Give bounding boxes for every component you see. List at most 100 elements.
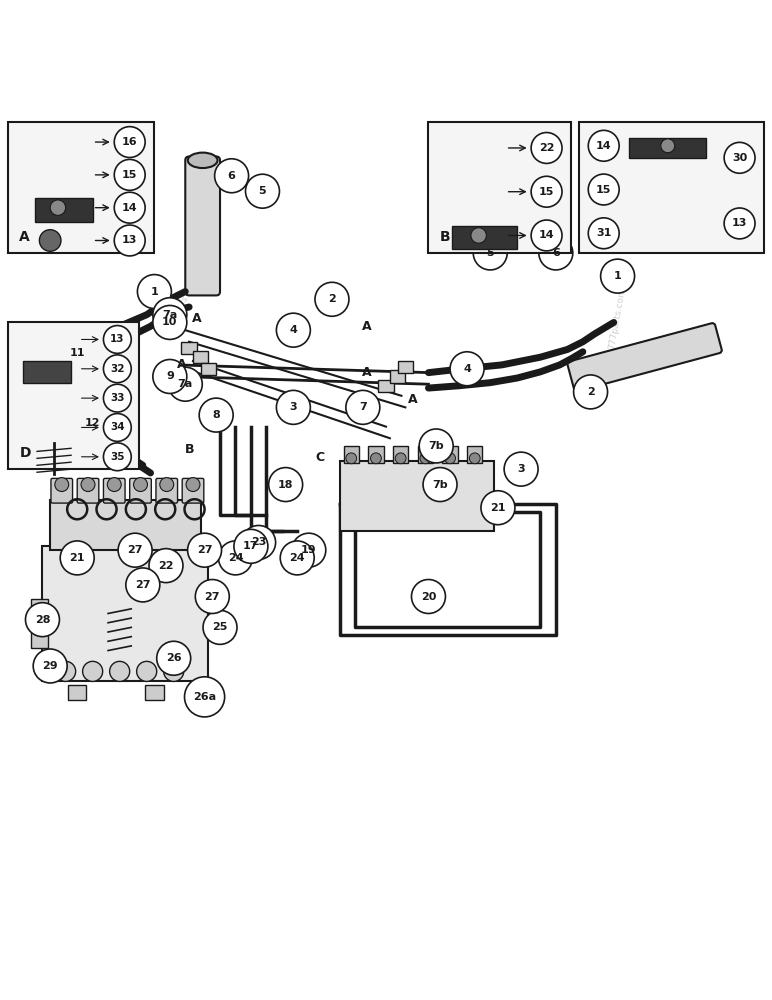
Text: 27: 27 bbox=[197, 545, 212, 555]
Circle shape bbox=[126, 568, 160, 602]
Circle shape bbox=[420, 453, 431, 464]
Text: 25: 25 bbox=[212, 622, 228, 632]
Circle shape bbox=[395, 453, 406, 464]
Text: 3: 3 bbox=[517, 464, 525, 474]
Text: 15: 15 bbox=[596, 185, 611, 195]
Circle shape bbox=[83, 661, 103, 681]
Circle shape bbox=[110, 661, 130, 681]
Text: 33: 33 bbox=[110, 393, 124, 403]
FancyBboxPatch shape bbox=[68, 685, 86, 700]
Text: C: C bbox=[591, 230, 601, 244]
Circle shape bbox=[199, 398, 233, 432]
Text: 3: 3 bbox=[290, 402, 297, 412]
Text: 4: 4 bbox=[463, 364, 471, 374]
Circle shape bbox=[346, 390, 380, 424]
Text: 7b: 7b bbox=[432, 480, 448, 490]
Circle shape bbox=[234, 529, 268, 563]
Text: 18: 18 bbox=[278, 480, 293, 490]
Text: B: B bbox=[185, 443, 194, 456]
FancyBboxPatch shape bbox=[31, 599, 48, 617]
Text: 20: 20 bbox=[421, 591, 436, 601]
Text: 1: 1 bbox=[151, 287, 158, 297]
Text: 14: 14 bbox=[596, 141, 611, 151]
FancyBboxPatch shape bbox=[181, 342, 197, 354]
Text: 7: 7 bbox=[359, 402, 367, 412]
Circle shape bbox=[153, 359, 187, 393]
Text: 777parts.com: 777parts.com bbox=[158, 276, 205, 331]
Text: A: A bbox=[362, 320, 371, 333]
Circle shape bbox=[39, 230, 61, 251]
FancyBboxPatch shape bbox=[8, 322, 139, 469]
Circle shape bbox=[292, 533, 326, 567]
Text: 5: 5 bbox=[259, 186, 266, 196]
Text: 27: 27 bbox=[135, 580, 151, 590]
Circle shape bbox=[276, 390, 310, 424]
Circle shape bbox=[33, 649, 67, 683]
Circle shape bbox=[157, 641, 191, 675]
FancyBboxPatch shape bbox=[418, 446, 433, 463]
Circle shape bbox=[103, 384, 131, 412]
Circle shape bbox=[103, 355, 131, 383]
Circle shape bbox=[103, 443, 131, 471]
Text: 10: 10 bbox=[162, 317, 178, 327]
Circle shape bbox=[661, 139, 675, 153]
Circle shape bbox=[218, 541, 252, 575]
Circle shape bbox=[471, 228, 486, 243]
Text: 28: 28 bbox=[35, 615, 50, 625]
FancyBboxPatch shape bbox=[452, 226, 517, 249]
Circle shape bbox=[137, 661, 157, 681]
Text: 7a: 7a bbox=[162, 310, 178, 320]
FancyBboxPatch shape bbox=[35, 198, 93, 222]
Circle shape bbox=[50, 200, 66, 215]
Text: 23: 23 bbox=[251, 537, 266, 547]
Text: A: A bbox=[19, 230, 30, 244]
Text: 22: 22 bbox=[539, 143, 554, 153]
Text: 13: 13 bbox=[110, 334, 124, 344]
Circle shape bbox=[114, 192, 145, 223]
Text: 19: 19 bbox=[301, 545, 317, 555]
Circle shape bbox=[481, 491, 515, 525]
Circle shape bbox=[114, 159, 145, 190]
FancyBboxPatch shape bbox=[340, 461, 494, 531]
FancyBboxPatch shape bbox=[23, 361, 71, 383]
Text: 6: 6 bbox=[552, 248, 560, 258]
Circle shape bbox=[315, 282, 349, 316]
Text: 16: 16 bbox=[122, 137, 137, 147]
Circle shape bbox=[601, 259, 635, 293]
Text: 11: 11 bbox=[69, 348, 85, 358]
Text: 30: 30 bbox=[732, 153, 747, 163]
Circle shape bbox=[245, 174, 279, 208]
FancyBboxPatch shape bbox=[77, 478, 99, 503]
Text: A: A bbox=[177, 358, 186, 371]
Circle shape bbox=[168, 367, 202, 401]
Circle shape bbox=[215, 159, 249, 193]
FancyBboxPatch shape bbox=[182, 478, 204, 503]
Ellipse shape bbox=[188, 153, 218, 168]
Text: 15: 15 bbox=[122, 170, 137, 180]
Circle shape bbox=[242, 525, 276, 559]
Text: 35: 35 bbox=[110, 452, 124, 462]
Text: A: A bbox=[192, 312, 201, 325]
Circle shape bbox=[160, 478, 174, 492]
Circle shape bbox=[164, 661, 184, 681]
Circle shape bbox=[469, 453, 480, 464]
FancyBboxPatch shape bbox=[390, 370, 405, 383]
Text: 4: 4 bbox=[290, 325, 297, 335]
Circle shape bbox=[724, 208, 755, 239]
FancyBboxPatch shape bbox=[579, 122, 764, 253]
Circle shape bbox=[371, 453, 381, 464]
Text: 17: 17 bbox=[243, 541, 259, 551]
FancyBboxPatch shape bbox=[567, 323, 722, 391]
Text: 21: 21 bbox=[69, 553, 85, 563]
FancyBboxPatch shape bbox=[378, 380, 394, 392]
Text: 26: 26 bbox=[166, 653, 181, 663]
FancyBboxPatch shape bbox=[42, 546, 208, 681]
Circle shape bbox=[60, 336, 94, 370]
Text: 7a: 7a bbox=[178, 379, 193, 389]
Circle shape bbox=[574, 375, 608, 409]
FancyBboxPatch shape bbox=[130, 478, 151, 503]
Text: 29: 29 bbox=[42, 661, 58, 671]
FancyBboxPatch shape bbox=[368, 446, 384, 463]
Circle shape bbox=[134, 478, 147, 492]
Circle shape bbox=[473, 236, 507, 270]
